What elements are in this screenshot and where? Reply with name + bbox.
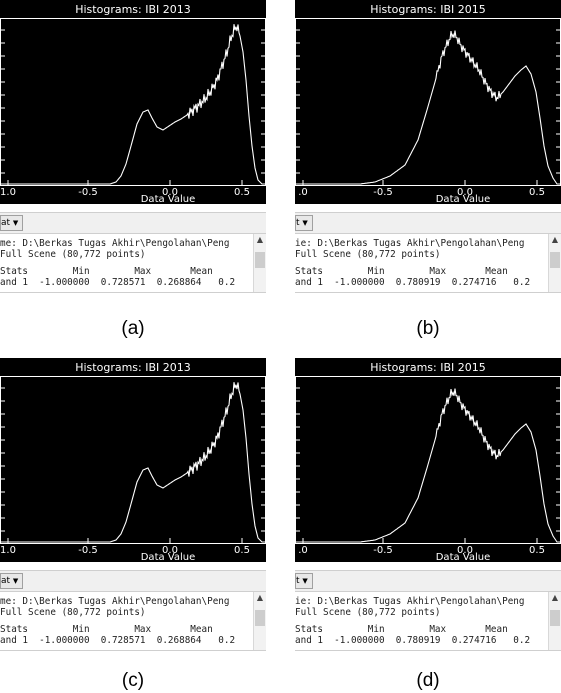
panel-caption: (a) (121, 318, 145, 339)
options-dropdown[interactable]: at ▼ (0, 215, 24, 231)
stats-panel[interactable]: ie: D:\Berkas Tugas Akhir\Pengolahan\Pen… (295, 592, 561, 651)
panel-caption: (c) (121, 670, 145, 691)
histogram-curve (295, 388, 561, 543)
scene-line: Full Scene (80,772 points) (295, 249, 441, 260)
x-tick-label: .0 (298, 187, 308, 198)
options-dropdown[interactable]: t ▼ (295, 573, 313, 589)
dropdown-label: at (1, 576, 11, 586)
histogram-curve (0, 382, 266, 543)
x-tick-label: 0.5 (234, 187, 250, 198)
scroll-up-icon[interactable]: ▲ (256, 235, 264, 244)
vertical-scrollbar[interactable]: ▲ (548, 234, 561, 292)
histogram-plot: Histograms: IBI 2013 1.0 -0.5 0.0 0.5 Data Va… (0, 358, 266, 562)
chart-title: Histograms: IBI 2015 (370, 3, 486, 16)
x-axis-label: Data Value (436, 552, 491, 562)
x-tick-label: 0.0 (457, 187, 473, 198)
x-axis-label: Data Value (141, 194, 196, 204)
stats-header: Stats Min Max Mean (0, 266, 213, 277)
file-name-line: ie: D:\Berkas Tugas Akhir\Pengolahan\Pen… (295, 238, 525, 249)
scroll-thumb[interactable] (550, 252, 560, 268)
scene-line: Full Scene (80,772 points) (0, 607, 146, 618)
plot-frame (295, 376, 561, 544)
histogram-chart: Histograms: IBI 2015 .0 -0.5 0.0 0.5 Data Val… (295, 361, 561, 562)
dropdown-label: at (1, 218, 11, 228)
x-tick-label: -0.5 (78, 187, 98, 198)
scroll-up-icon[interactable]: ▲ (551, 593, 559, 602)
stats-panel[interactable]: me: D:\Berkas Tugas Akhir\Pengolahan\Pen… (0, 234, 266, 293)
scene-line: Full Scene (80,772 points) (295, 607, 441, 618)
x-tick-label: 1.0 (0, 545, 16, 556)
toolbar: t ▼ (295, 212, 561, 234)
stats-panel[interactable]: me: D:\Berkas Tugas Akhir\Pengolahan\Pen… (0, 592, 266, 651)
chevron-down-icon: ▼ (302, 577, 308, 585)
options-dropdown[interactable]: t ▼ (295, 215, 313, 231)
file-name-line: ie: D:\Berkas Tugas Akhir\Pengolahan\Pen… (295, 596, 525, 607)
plot-frame (295, 18, 561, 186)
panel-caption: (d) (416, 670, 440, 691)
histogram-curve (0, 24, 266, 185)
x-tick-label: -0.5 (373, 187, 393, 198)
x-tick-label: -0.5 (78, 545, 98, 556)
stats-row: and 1 -1.000000 0.780919 0.274716 0.2 (295, 635, 531, 646)
chevron-down-icon: ▼ (302, 219, 308, 227)
x-tick-label: -0.5 (373, 545, 393, 556)
stats-row: and 1 -1.000000 0.728571 0.268864 0.2 (0, 635, 236, 646)
vertical-scrollbar[interactable]: ▲ (548, 592, 561, 650)
stats-header: Stats Min Max Mean (295, 266, 508, 277)
histogram-curve (295, 30, 561, 185)
scroll-thumb[interactable] (550, 610, 560, 626)
vertical-scrollbar[interactable]: ▲ (253, 592, 266, 650)
x-tick-label: 0.5 (529, 545, 545, 556)
x-axis-label: Data Value (436, 194, 491, 204)
stats-header: Stats Min Max Mean (295, 624, 508, 635)
x-axis-label: Data Value (141, 552, 196, 562)
histogram-plot: Histograms: IBI 2013 1.0 -0.5 0.0 0.5 Data Va… (0, 0, 266, 204)
toolbar: at ▼ (0, 212, 266, 234)
x-tick-label: .0 (298, 545, 308, 556)
panel-caption: (b) (416, 318, 440, 339)
x-tick-label: 0.0 (162, 187, 178, 198)
x-tick-label: 1.0 (0, 187, 16, 198)
scroll-up-icon[interactable]: ▲ (256, 593, 264, 602)
chart-title: Histograms: IBI 2013 (75, 3, 191, 16)
histogram-chart: Histograms: IBI 2015 .0 -0.5 0.0 0.5 Data Val… (295, 3, 561, 204)
x-tick-label: 0.5 (234, 545, 250, 556)
x-tick-label: 0.0 (457, 545, 473, 556)
stats-row: and 1 -1.000000 0.780919 0.274716 0.2 (295, 277, 531, 288)
chevron-down-icon: ▼ (12, 219, 19, 227)
plot-frame (0, 18, 266, 186)
x-tick-label: 0.0 (162, 545, 178, 556)
scroll-thumb[interactable] (255, 252, 265, 268)
toolbar: at ▼ (0, 570, 266, 592)
scroll-up-icon[interactable]: ▲ (551, 235, 559, 244)
scene-line: Full Scene (80,772 points) (0, 249, 146, 260)
stats-header: Stats Min Max Mean (0, 624, 213, 635)
chart-title: Histograms: IBI 2013 (75, 361, 191, 374)
scroll-thumb[interactable] (255, 610, 265, 626)
plot-frame (0, 376, 266, 544)
histogram-chart: Histograms: IBI 2013 1.0 -0.5 0.0 0.5 Data Va… (0, 361, 266, 562)
file-name-line: me: D:\Berkas Tugas Akhir\Pengolahan\Pen… (0, 596, 230, 607)
histogram-plot: Histograms: IBI 2015 .0 -0.5 0.0 0.5 Data Val… (295, 358, 561, 562)
file-name-line: me: D:\Berkas Tugas Akhir\Pengolahan\Pen… (0, 238, 230, 249)
vertical-scrollbar[interactable]: ▲ (253, 234, 266, 292)
toolbar: t ▼ (295, 570, 561, 592)
chart-title: Histograms: IBI 2015 (370, 361, 486, 374)
options-dropdown[interactable]: at ▼ (0, 573, 24, 589)
dropdown-label: t (296, 576, 300, 586)
chevron-down-icon: ▼ (12, 577, 19, 585)
stats-row: and 1 -1.000000 0.728571 0.268864 0.2 (0, 277, 236, 288)
stats-panel[interactable]: ie: D:\Berkas Tugas Akhir\Pengolahan\Pen… (295, 234, 561, 293)
x-tick-label: 0.5 (529, 187, 545, 198)
histogram-chart: Histograms: IBI 2013 1.0 -0.5 0.0 0.5 Data Va… (0, 3, 266, 204)
dropdown-label: t (296, 218, 300, 228)
histogram-plot: Histograms: IBI 2015 .0 -0.5 0.0 0.5 Data Val… (295, 0, 561, 204)
